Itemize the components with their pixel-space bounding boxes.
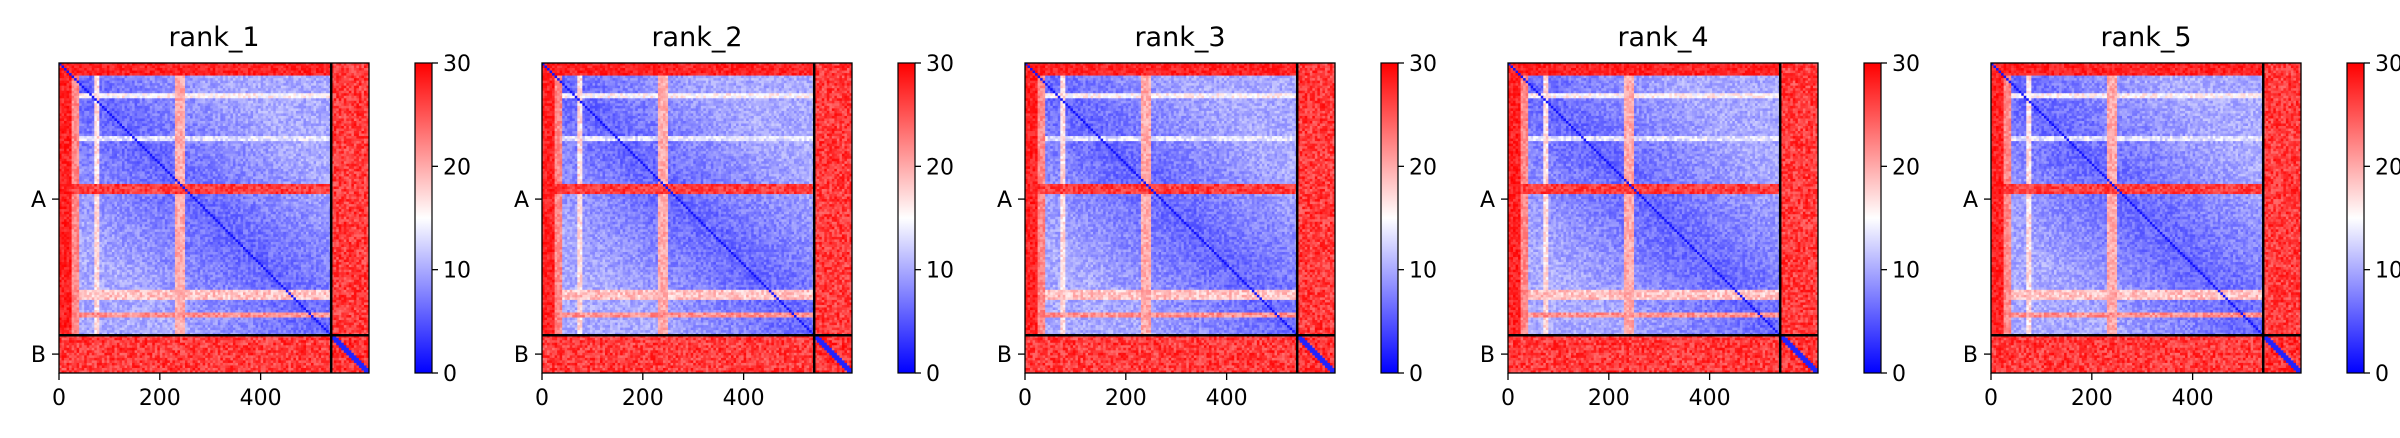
- x-tick-label: 200: [622, 386, 664, 411]
- panel-title: rank_4: [1617, 22, 1708, 53]
- pae-matrix: [59, 63, 369, 373]
- x-tick-label: 0: [1984, 386, 1998, 411]
- y-tick-label-chain-B: B: [1963, 343, 1978, 368]
- y-tick-label-chain-B: B: [1480, 343, 1495, 368]
- colorbar-tick-label: 30: [1892, 52, 1920, 77]
- x-tick-label: 0: [52, 386, 66, 411]
- x-tick-label: 400: [2172, 386, 2214, 411]
- colorbar-tick-label: 10: [443, 259, 471, 284]
- colorbar-tick-label: 0: [2375, 362, 2389, 387]
- colorbar-tick-label: 10: [1892, 259, 1920, 284]
- panel-title: rank_1: [168, 22, 259, 53]
- y-tick-label-chain-A: A: [1480, 188, 1495, 213]
- x-tick-label: 400: [1689, 386, 1731, 411]
- x-tick-label: 400: [723, 386, 765, 411]
- colorbar: [415, 63, 432, 373]
- colorbar-tick-label: 0: [926, 362, 940, 387]
- colorbar: [2347, 63, 2364, 373]
- pae-matrix: [1991, 63, 2301, 373]
- x-tick-label: 200: [1588, 386, 1630, 411]
- x-tick-label: 0: [1018, 386, 1032, 411]
- colorbar-tick-label: 10: [2375, 259, 2400, 284]
- y-tick-label-chain-B: B: [997, 343, 1012, 368]
- pae-matrix: [1508, 63, 1818, 373]
- y-tick-label-chain-A: A: [514, 188, 529, 213]
- colorbar: [1864, 63, 1881, 373]
- colorbar-tick-label: 0: [1409, 362, 1423, 387]
- x-tick-label: 200: [1105, 386, 1147, 411]
- colorbar-tick-label: 10: [926, 259, 954, 284]
- x-tick-label: 0: [1501, 386, 1515, 411]
- y-tick-label-chain-B: B: [31, 343, 46, 368]
- panel-title: rank_3: [1134, 22, 1225, 53]
- colorbar-tick-label: 0: [443, 362, 457, 387]
- x-tick-label: 0: [535, 386, 549, 411]
- y-tick-label-chain-A: A: [997, 188, 1012, 213]
- colorbar-tick-label: 20: [1409, 155, 1437, 180]
- panel-title: rank_5: [2100, 22, 2191, 53]
- y-tick-label-chain-A: A: [31, 188, 46, 213]
- pae-matrix: [1025, 63, 1335, 373]
- panel-title: rank_2: [651, 22, 742, 53]
- x-tick-label: 400: [1206, 386, 1248, 411]
- colorbar-tick-label: 30: [1409, 52, 1437, 77]
- colorbar-tick-label: 20: [1892, 155, 1920, 180]
- colorbar: [1381, 63, 1398, 373]
- colorbar-tick-label: 30: [443, 52, 471, 77]
- y-tick-label-chain-A: A: [1963, 188, 1978, 213]
- colorbar-tick-label: 20: [926, 155, 954, 180]
- y-tick-label-chain-B: B: [514, 343, 529, 368]
- colorbar-tick-label: 0: [1892, 362, 1906, 387]
- colorbar-tick-label: 10: [1409, 259, 1437, 284]
- x-tick-label: 400: [240, 386, 282, 411]
- colorbar-tick-label: 30: [926, 52, 954, 77]
- x-tick-label: 200: [2071, 386, 2113, 411]
- colorbar-tick-label: 20: [443, 155, 471, 180]
- colorbar: [898, 63, 915, 373]
- x-tick-label: 200: [139, 386, 181, 411]
- colorbar-tick-label: 30: [2375, 52, 2400, 77]
- pae-matrix: [542, 63, 852, 373]
- colorbar-tick-label: 20: [2375, 155, 2400, 180]
